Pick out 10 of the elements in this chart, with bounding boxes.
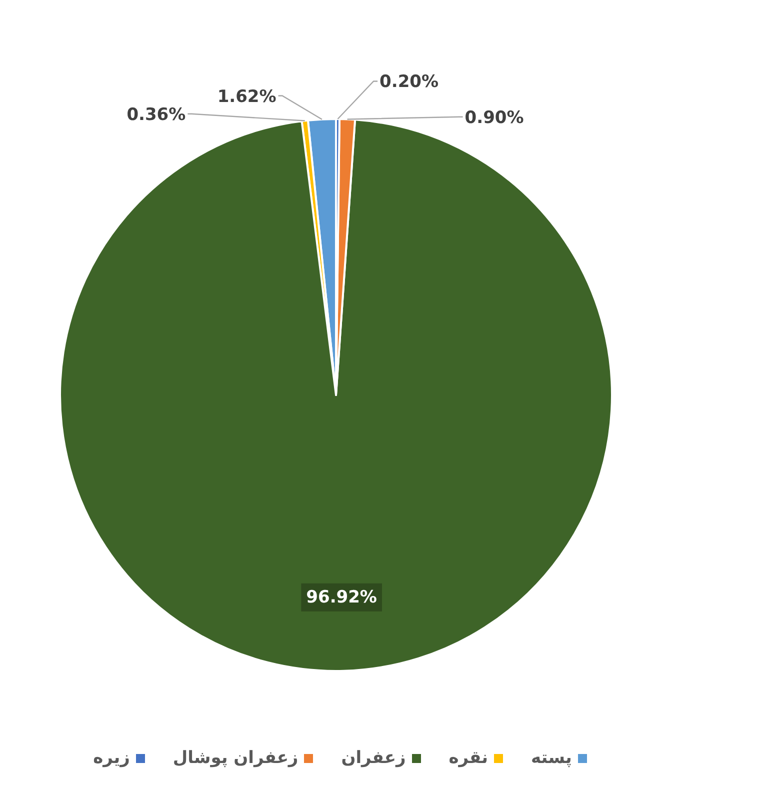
data-label: 1.62% <box>217 86 276 107</box>
legend-label: زعفران پوشال <box>172 748 298 768</box>
legend-label: پسته <box>531 748 572 768</box>
data-label: 0.90% <box>464 108 524 128</box>
data-label: 96.92% <box>306 587 377 608</box>
legend-label: نقره <box>448 748 488 768</box>
legend-label: زیره <box>93 748 130 768</box>
data-label: 0.20% <box>380 72 439 92</box>
legend-label: زعفران <box>341 748 406 768</box>
data-label: 0.36% <box>126 104 186 125</box>
